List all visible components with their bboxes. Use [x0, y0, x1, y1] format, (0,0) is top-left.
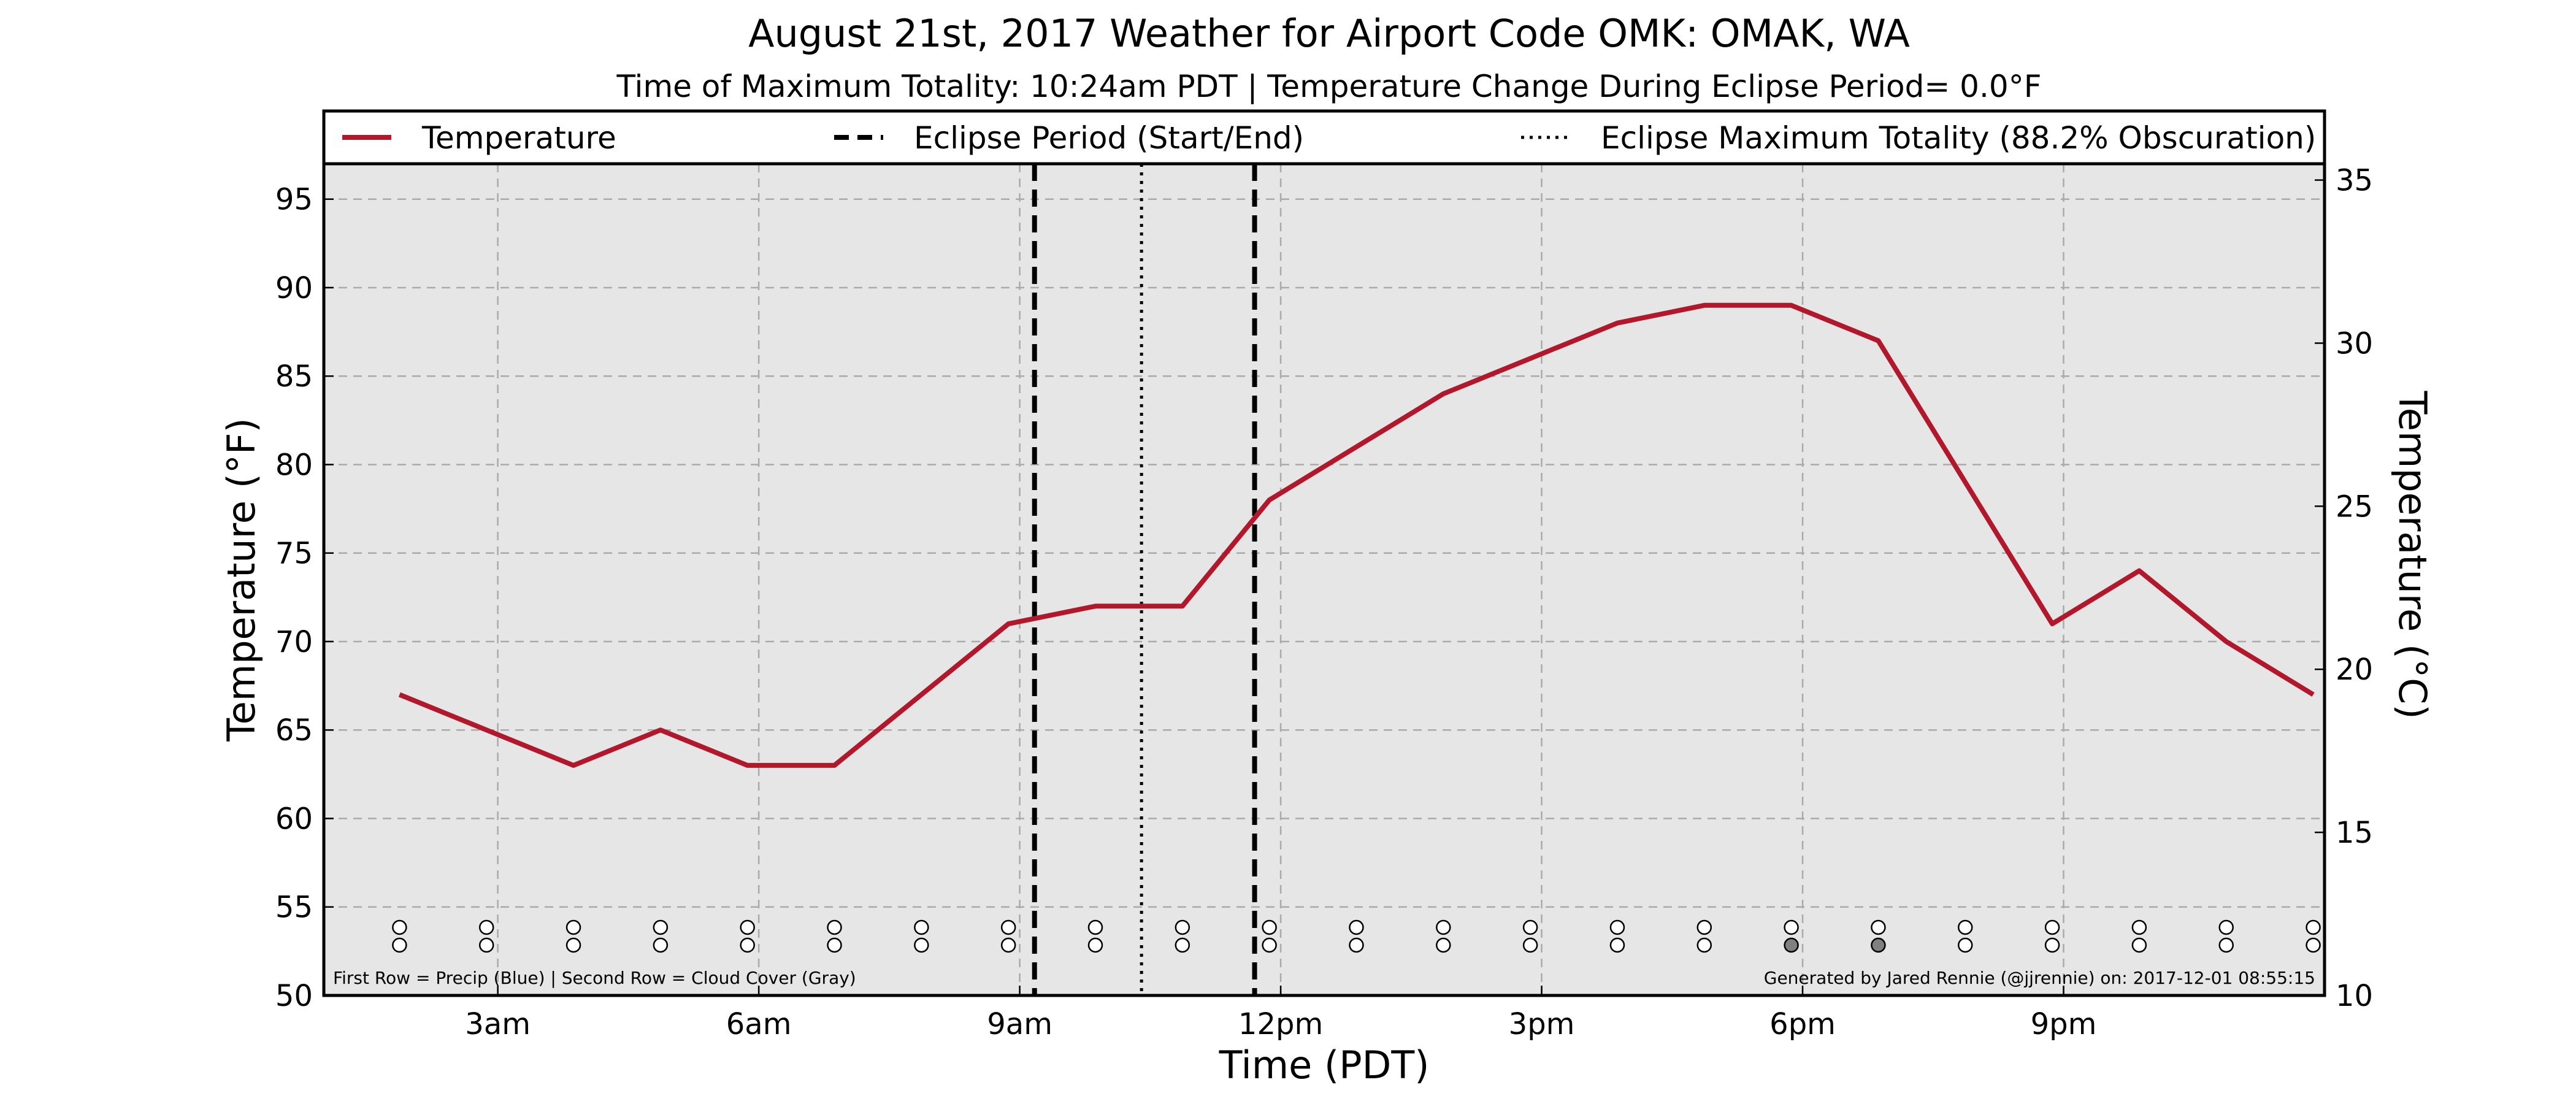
legend-box	[322, 109, 2326, 166]
y-right-tick-label: 15	[2336, 816, 2373, 850]
precip-indicator	[1609, 919, 1625, 935]
y-tick-label: 70	[275, 625, 313, 659]
y-tick-label: 95	[275, 183, 313, 217]
cloud-cover-indicator	[827, 937, 842, 953]
precip-indicator	[1436, 919, 1451, 935]
precip-indicator	[653, 919, 669, 935]
temperature-line	[398, 302, 2315, 768]
cloud-cover-indicator	[1609, 937, 1625, 953]
x-tick-label: 3pm	[1509, 1007, 1575, 1041]
x-tick-label: 6pm	[1769, 1007, 1836, 1041]
precip-indicator	[1262, 919, 1277, 935]
cloud-cover-indicator	[392, 937, 407, 953]
y-right-tick-label: 25	[2336, 489, 2373, 524]
plot-background	[324, 164, 2325, 995]
precip-indicator	[1958, 919, 1973, 935]
precip-indicator	[1000, 919, 1016, 935]
y-tick-label: 90	[275, 271, 313, 305]
cloud-cover-indicator	[1958, 937, 1973, 953]
legend-label: Eclipse Period (Start/End)	[914, 120, 1304, 156]
cloud-cover-indicator	[914, 937, 929, 953]
cloud-cover-indicator	[1000, 937, 1016, 953]
precip-indicator	[2131, 919, 2147, 935]
cloud-cover-indicator	[1087, 937, 1103, 953]
y-tick-label: 85	[275, 359, 313, 394]
y-right-tick-label: 35	[2336, 164, 2373, 198]
chart-title: August 21st, 2017 Weather for Airport Co…	[748, 11, 1910, 56]
precip-indicator	[1087, 919, 1103, 935]
cloud-cover-indicator	[740, 937, 755, 953]
cloud-cover-indicator	[653, 937, 669, 953]
cloud-cover-indicator	[1784, 937, 1799, 953]
precip-indicator	[914, 919, 929, 935]
y-tick-label: 55	[275, 891, 313, 925]
y-right-tick-label: 20	[2336, 653, 2373, 687]
y-axis-label-right: Temperature (°C)	[2390, 390, 2435, 719]
y-tick-label: 65	[275, 713, 313, 748]
precip-indicator	[392, 919, 407, 935]
cloud-cover-indicator	[1436, 937, 1451, 953]
y-tick-label: 75	[275, 537, 313, 571]
indicator-rows	[392, 919, 2321, 953]
temperature-series	[398, 302, 2315, 768]
precip-indicator	[1784, 919, 1799, 935]
x-tick-label: 9am	[987, 1007, 1052, 1041]
legend: Temperature Eclipse Period (Start/End) Ecl…	[322, 109, 2326, 166]
x-tick-label: 3am	[465, 1007, 531, 1041]
precip-indicator	[478, 919, 494, 935]
precip-indicator	[2218, 919, 2234, 935]
y-axis-label-left: Temperature (°F)	[219, 418, 264, 742]
precip-indicator	[1175, 919, 1190, 935]
footnote-right: Generated by Jared Rennie (@jjrennie) on…	[1764, 968, 2315, 988]
cloud-cover-indicator	[478, 937, 494, 953]
cloud-cover-indicator	[1522, 937, 1538, 953]
precip-indicator	[2044, 919, 2060, 935]
precip-indicator	[740, 919, 755, 935]
legend-label: Eclipse Maximum Totality (88.2% Obscurat…	[1601, 120, 2316, 156]
precip-indicator	[1871, 919, 1886, 935]
cloud-cover-indicator	[1349, 937, 1364, 953]
cloud-cover-indicator	[1175, 937, 1190, 953]
precip-indicator	[565, 919, 581, 935]
y-right-tick-label: 10	[2336, 979, 2373, 1013]
cloud-cover-indicator	[2218, 937, 2234, 953]
cloud-cover-indicator	[2131, 937, 2147, 953]
legend-label: Temperature	[421, 120, 616, 156]
cloud-cover-indicator	[1871, 937, 1886, 953]
precip-indicator	[1349, 919, 1364, 935]
x-tick-label: 9pm	[2031, 1007, 2097, 1041]
cloud-cover-indicator	[1262, 937, 1277, 953]
precip-indicator	[1522, 919, 1538, 935]
y-tick-label: 50	[275, 979, 313, 1013]
cloud-cover-indicator	[1696, 937, 1712, 953]
y-tick-label: 60	[275, 802, 313, 836]
x-tick-label: 12pm	[1238, 1007, 1323, 1041]
precip-indicator	[2306, 919, 2321, 935]
cloud-cover-indicator	[2306, 937, 2321, 953]
axes: 3am 6am 9am 12pm 3pm 6pm 9pm 50 55 60 65 70 75 80 85 90…	[275, 164, 2373, 1041]
precip-indicator	[827, 919, 842, 935]
cloud-cover-indicator	[565, 937, 581, 953]
x-axis-label: Time (PDT)	[1219, 1043, 1430, 1087]
eclipse-markers	[1032, 164, 1257, 995]
precip-indicator	[1696, 919, 1712, 935]
y-right-tick-label: 30	[2336, 326, 2373, 361]
footnote-left: First Row = Precip (Blue) | Second Row =…	[333, 968, 856, 988]
chart-subtitle: Time of Maximum Totality: 10:24am PDT | …	[616, 69, 2042, 104]
cloud-cover-indicator	[2044, 937, 2060, 953]
grid-lines	[324, 164, 2325, 995]
x-tick-label: 6am	[726, 1007, 792, 1041]
y-tick-label: 80	[275, 448, 313, 482]
